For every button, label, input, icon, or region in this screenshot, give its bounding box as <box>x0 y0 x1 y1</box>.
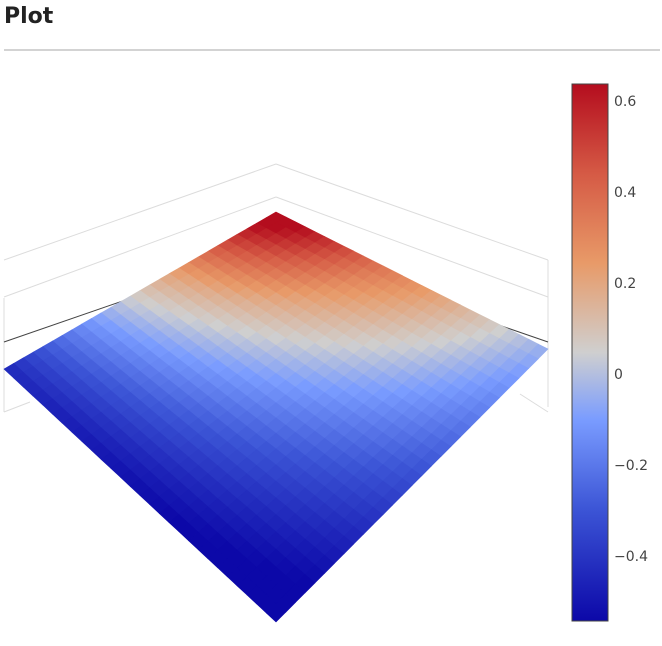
colorbar-tick-label: −0.2 <box>614 458 648 474</box>
grid-line <box>519 393 549 413</box>
colorbar-tick-label: 0.6 <box>614 94 636 110</box>
grid-line <box>3 196 277 298</box>
surface-plot[interactable]: 0.6 0.4 0.2 0 −0.2 −0.4 <box>0 52 662 646</box>
colorbar-tick-label: 0 <box>614 367 623 383</box>
colorbar-gradient <box>571 83 609 622</box>
header: Plot <box>0 0 662 52</box>
grid-line <box>3 163 277 261</box>
colorbar-tick-label: 0.2 <box>614 276 636 292</box>
colorbar-tick-label: −0.4 <box>614 549 648 565</box>
grid-line <box>275 163 549 261</box>
plot-area[interactable]: 0.6 0.4 0.2 0 −0.2 −0.4 <box>0 52 662 646</box>
colorbar: 0.6 0.4 0.2 0 −0.2 −0.4 <box>571 83 648 622</box>
grid-line <box>275 196 549 298</box>
surface-cell <box>265 602 287 623</box>
header-divider <box>4 49 660 51</box>
surface[interactable] <box>3 211 549 623</box>
colorbar-tick-label: 0.4 <box>614 185 636 201</box>
grid-line <box>3 401 31 413</box>
page-title: Plot <box>4 4 54 29</box>
